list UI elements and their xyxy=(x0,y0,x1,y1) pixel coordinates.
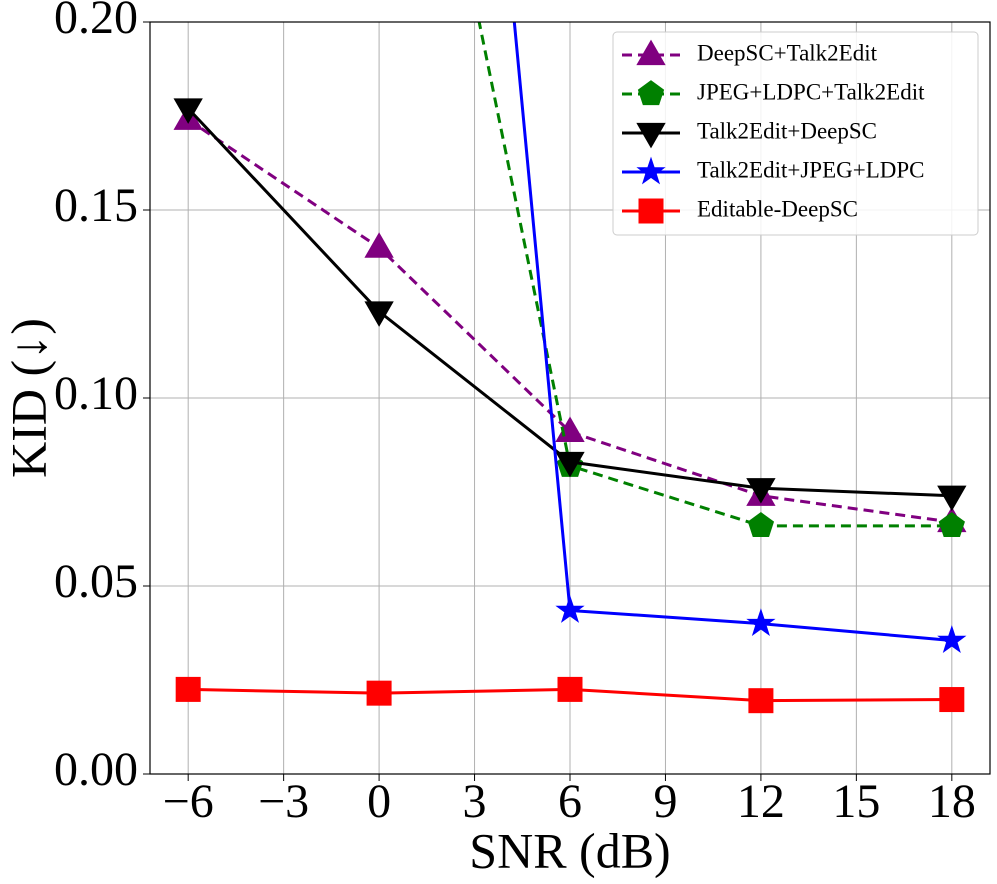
marker xyxy=(938,512,965,538)
marker xyxy=(366,680,392,706)
marker xyxy=(636,122,666,149)
marker xyxy=(364,232,394,258)
series-line xyxy=(512,22,952,643)
x-tick-label: 15 xyxy=(832,775,880,828)
marker xyxy=(364,301,394,327)
x-tick-label: 9 xyxy=(653,775,677,828)
marker xyxy=(939,687,965,713)
y-tick-label: 0.15 xyxy=(54,179,138,232)
plot-frame xyxy=(149,21,991,775)
y-tick-label: 0.05 xyxy=(54,555,138,608)
marker xyxy=(638,198,664,224)
x-tick-label: −3 xyxy=(258,775,309,828)
series-line xyxy=(187,118,953,524)
marker xyxy=(747,512,775,538)
plot-area xyxy=(173,22,967,714)
marker xyxy=(746,608,776,637)
y-tick-label: 0.20 xyxy=(54,0,138,44)
x-tick-label: 18 xyxy=(928,775,976,828)
legend-box xyxy=(612,31,979,236)
marker xyxy=(555,451,585,478)
legend-label: Talk2Edit+DeepSC xyxy=(697,118,877,143)
marker xyxy=(636,39,666,66)
marker xyxy=(175,676,201,702)
legend-label: JPEG+LDPC+Talk2Edit xyxy=(697,79,925,104)
y-axis-label: KID (↓) xyxy=(0,318,56,478)
x-tick-label: 3 xyxy=(463,775,487,828)
marker xyxy=(557,676,583,702)
marker xyxy=(173,98,203,124)
marker xyxy=(937,485,967,512)
marker xyxy=(636,156,666,185)
marker xyxy=(937,625,967,653)
marker xyxy=(746,478,776,504)
x-tick-label: 0 xyxy=(367,775,391,828)
marker xyxy=(637,80,665,106)
legend-label: DeepSC+Talk2Edit xyxy=(697,40,878,65)
legend-label: Editable-DeepSC xyxy=(697,196,858,221)
x-axis-label: SNR (dB) xyxy=(469,822,670,878)
x-tick-label: −6 xyxy=(163,775,214,828)
x-tick-label: 12 xyxy=(737,775,785,828)
y-tick-label: 0.10 xyxy=(54,367,138,420)
legend: DeepSC+Talk2Edit JPEG+LDPC+Talk2Edit Talk2… xyxy=(612,31,979,236)
legend-label: Talk2Edit+JPEG+LDPC xyxy=(697,157,925,182)
y-tick-label: 0.00 xyxy=(54,743,138,796)
marker xyxy=(555,595,585,623)
marker xyxy=(748,688,774,714)
x-tick-label: 6 xyxy=(558,775,582,828)
